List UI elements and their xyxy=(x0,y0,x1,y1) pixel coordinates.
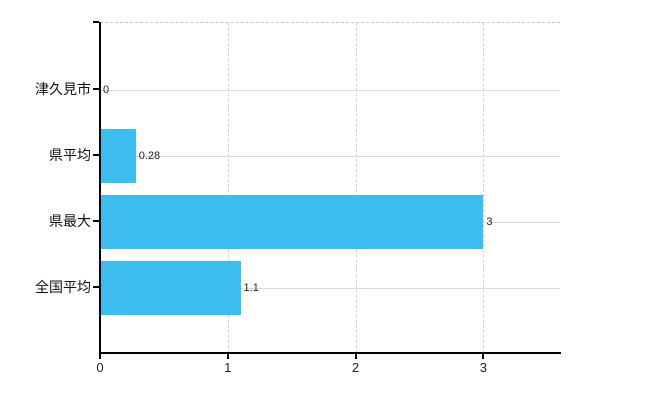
vertical-gridline xyxy=(483,23,485,353)
y-axis-tick xyxy=(93,286,99,288)
bar-value-label: 3 xyxy=(486,216,493,228)
x-axis-tick-label: 0 xyxy=(96,360,104,375)
y-axis-category-label: 県平均 xyxy=(49,147,91,163)
x-axis-line xyxy=(99,352,561,354)
y-axis-tick xyxy=(93,154,99,156)
x-axis-tick xyxy=(354,354,357,359)
bar-value-label: 0.28 xyxy=(138,150,161,162)
y-axis-category-label: 全国平均 xyxy=(35,279,91,295)
vertical-gridline xyxy=(227,23,229,353)
y-axis-tick xyxy=(93,88,99,90)
bar xyxy=(100,195,484,249)
bar xyxy=(100,129,136,183)
vertical-gridline xyxy=(355,23,357,353)
horizontal-gridline xyxy=(100,287,560,289)
y-axis-category-label: 津久見市 xyxy=(35,81,91,97)
y-axis-tick xyxy=(93,220,99,222)
y-axis-line xyxy=(99,22,101,353)
x-axis-tick-label: 2 xyxy=(351,360,360,375)
plot-area: 0 0.28 3 1.1 xyxy=(100,22,560,353)
x-axis-tick xyxy=(226,354,229,359)
bar-value-label: 1.1 xyxy=(243,282,259,294)
y-axis-category-label: 県最大 xyxy=(49,213,91,229)
bar xyxy=(100,261,241,315)
y-axis-tick xyxy=(93,21,99,23)
x-axis-tick xyxy=(99,354,101,359)
bar-value-label: 0 xyxy=(103,84,110,96)
horizontal-gridline xyxy=(100,155,560,157)
horizontal-gridline xyxy=(100,89,560,91)
x-axis-tick xyxy=(482,354,485,359)
x-axis-tick-label: 3 xyxy=(479,360,487,375)
x-axis-tick-label: 1 xyxy=(224,360,232,375)
